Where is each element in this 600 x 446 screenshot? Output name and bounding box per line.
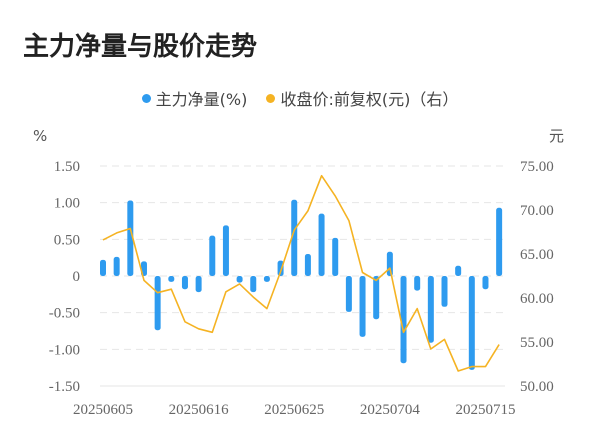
net-volume-bar[interactable] bbox=[345, 276, 352, 312]
close-price-line bbox=[102, 174, 500, 372]
legend-dot-blue-icon bbox=[141, 93, 151, 103]
net-volume-bar[interactable] bbox=[373, 276, 380, 320]
net-volume-bar[interactable] bbox=[236, 276, 243, 283]
net-volume-bar[interactable] bbox=[455, 265, 462, 276]
right-axis-tick-label: 65.00 bbox=[520, 247, 554, 263]
net-volume-bar[interactable] bbox=[195, 276, 202, 293]
net-volume-bar[interactable] bbox=[222, 225, 229, 276]
left-axis-tick-label: 1.50 bbox=[54, 159, 80, 175]
net-volume-bar[interactable] bbox=[386, 251, 393, 276]
left-axis-tick-label: -1.00 bbox=[49, 342, 80, 358]
net-volume-bar[interactable] bbox=[113, 256, 120, 276]
net-volume-bar[interactable] bbox=[181, 276, 188, 290]
x-axis-tick-label: 20250704 bbox=[360, 402, 421, 418]
net-volume-bar[interactable] bbox=[100, 259, 106, 276]
net-volume-bar[interactable] bbox=[168, 276, 175, 282]
net-volume-bar[interactable] bbox=[482, 276, 489, 290]
right-axis-unit: 元 bbox=[549, 127, 564, 145]
net-volume-bar[interactable] bbox=[304, 254, 311, 276]
net-volume-bars bbox=[100, 199, 503, 370]
net-volume-bar[interactable] bbox=[318, 213, 325, 276]
right-axis-tick-label: 70.00 bbox=[520, 203, 554, 219]
legend-item-close-price[interactable]: 收盘价:前复权(元)（右） bbox=[266, 86, 458, 110]
left-axis-unit: % bbox=[33, 127, 47, 145]
net-volume-bar[interactable] bbox=[400, 276, 407, 364]
net-volume-bar[interactable] bbox=[427, 276, 434, 343]
net-volume-bar[interactable] bbox=[441, 276, 448, 307]
x-axis-tick-label: 20250715 bbox=[455, 402, 515, 418]
net-volume-bar[interactable] bbox=[359, 276, 366, 337]
legend-dot-orange-icon bbox=[266, 93, 276, 103]
x-axis-labels: 20250605 20250616 20250625 20250704 20250715 bbox=[73, 402, 515, 418]
left-axis-tick-label: 0.50 bbox=[54, 232, 80, 248]
legend-item-net-volume[interactable]: 主力净量(%) bbox=[141, 86, 248, 110]
net-volume-bar[interactable] bbox=[250, 276, 257, 293]
net-volume-bar[interactable] bbox=[277, 260, 284, 276]
net-volume-bar[interactable] bbox=[154, 276, 161, 331]
right-axis-tick-label: 60.00 bbox=[520, 291, 554, 307]
left-axis-tick-label: 0 bbox=[73, 269, 81, 285]
right-y-axis: 75.00 70.00 65.00 60.00 55.00 50.00 bbox=[520, 159, 554, 395]
left-y-axis: 1.50 1.00 0.50 0 -0.50 -1.00 -1.50 bbox=[49, 159, 80, 395]
legend-label-close-price: 收盘价:前复权(元)（右） bbox=[280, 90, 459, 109]
x-axis-tick-label: 20250605 bbox=[73, 402, 133, 418]
left-axis-tick-label: 1.00 bbox=[54, 196, 80, 212]
net-volume-bar[interactable] bbox=[291, 199, 298, 276]
net-volume-bar[interactable] bbox=[468, 276, 475, 370]
net-volume-bar[interactable] bbox=[414, 276, 421, 291]
legend-label-net-volume: 主力净量(%) bbox=[155, 90, 248, 109]
left-axis-tick-label: -1.50 bbox=[49, 379, 80, 395]
chart-legend: 主力净量(%) 收盘价:前复权(元)（右） bbox=[0, 86, 600, 110]
net-volume-bar[interactable] bbox=[332, 237, 339, 276]
net-volume-bar[interactable] bbox=[209, 235, 216, 276]
chart-title: 主力净量与股价走势 bbox=[23, 32, 258, 62]
left-axis-tick-label: -0.50 bbox=[49, 306, 80, 322]
gridlines bbox=[100, 165, 505, 387]
right-axis-tick-label: 75.00 bbox=[520, 159, 554, 175]
x-axis-tick-label: 20250616 bbox=[169, 402, 230, 418]
right-axis-tick-label: 55.00 bbox=[520, 335, 554, 351]
right-axis-tick-label: 50.00 bbox=[520, 379, 554, 395]
x-axis-tick-label: 20250625 bbox=[264, 402, 324, 418]
net-volume-bar[interactable] bbox=[127, 200, 134, 276]
net-volume-bar[interactable] bbox=[263, 276, 270, 282]
net-volume-bar[interactable] bbox=[496, 207, 503, 276]
